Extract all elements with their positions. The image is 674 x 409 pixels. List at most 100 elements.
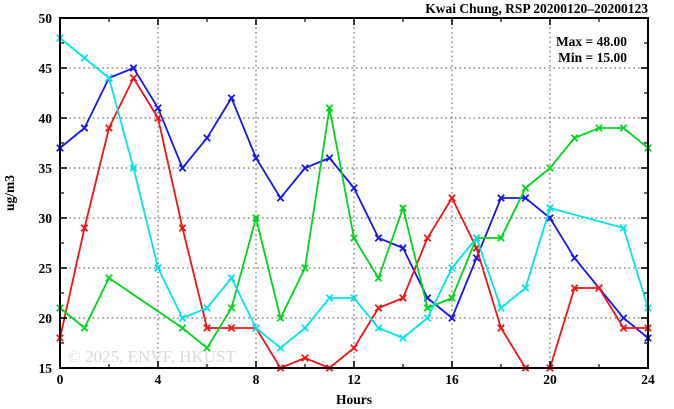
station-series-blue-marker-core: [548, 216, 552, 220]
station-series-red-marker-core: [573, 286, 576, 290]
station-series-green-marker-core: [622, 126, 625, 130]
station-series-green-marker-core: [352, 236, 356, 240]
station-series-cyan-marker-core: [622, 226, 625, 230]
station-series-cyan-marker-core: [230, 276, 233, 280]
station-series-green-marker-core: [499, 236, 503, 240]
station-series-cyan-marker-core: [352, 296, 356, 300]
station-series-green-marker-core: [377, 276, 380, 280]
station-series-blue-marker-core: [524, 196, 527, 200]
station-series-green-marker-core: [401, 206, 405, 210]
station-series-cyan-marker-core: [156, 266, 160, 270]
station-series-green-marker-core: [328, 106, 331, 110]
station-series-cyan-marker-core: [499, 306, 503, 310]
station-series-red-marker-core: [622, 326, 625, 330]
station-series-blue: [56, 64, 652, 342]
station-series-cyan-marker-core: [475, 236, 478, 240]
station-series-blue-marker-core: [303, 166, 307, 170]
grid-layer: [60, 18, 648, 368]
station-series-green-marker-core: [83, 326, 86, 330]
station-series-blue-marker-core: [573, 256, 576, 260]
station-series-blue-marker-core: [475, 256, 478, 260]
station-series-cyan-marker-core: [107, 76, 111, 80]
station-series-cyan-marker-core: [181, 316, 184, 320]
station-series-red-marker-core: [107, 126, 111, 130]
station-series-green-marker-core: [548, 166, 552, 170]
station-series-blue-marker-core: [328, 156, 331, 160]
plot-frame: [59, 17, 649, 369]
station-series-cyan-marker-core: [548, 206, 552, 210]
station-series-green-marker-core: [230, 306, 233, 310]
station-series-green-marker-core: [450, 296, 454, 300]
station-series-cyan-marker-core: [401, 336, 405, 340]
x-tick-label: 4: [155, 372, 162, 387]
station-series-blue-marker-core: [205, 136, 209, 140]
station-series-red-marker-core: [132, 76, 135, 80]
station-series-blue-marker-core: [181, 166, 184, 170]
station-series-blue-marker-core: [230, 96, 233, 100]
y-tick-label: 25: [39, 261, 53, 276]
station-series-cyan-marker-core: [132, 166, 135, 170]
watermark-text: © 2025, ENVF, HKUST: [68, 347, 236, 366]
y-tick-label: 20: [39, 311, 53, 326]
station-series-green-marker-core: [254, 216, 258, 220]
y-tick-label: 40: [39, 111, 53, 126]
y-axis-label: ug/m3: [2, 175, 17, 211]
station-series-green-marker-core: [524, 186, 527, 190]
station-series-red-marker-core: [181, 226, 184, 230]
station-series-cyan-marker-core: [426, 316, 429, 320]
station-series-blue-marker-core: [352, 186, 356, 190]
station-series-red-marker-core: [499, 326, 503, 330]
y-tick-label: 50: [39, 11, 53, 26]
station-series-green-marker-core: [181, 326, 184, 330]
station-series-red-marker-core: [377, 306, 380, 310]
station-series-cyan-marker-core: [328, 296, 331, 300]
station-series-green-marker-core: [573, 136, 576, 140]
station-series-green-marker-core: [279, 316, 282, 320]
station-series-cyan-marker-core: [205, 306, 209, 310]
station-series-red-marker-core: [475, 246, 478, 250]
station-series-cyan-marker-core: [254, 326, 258, 330]
x-axis-label: Hours: [336, 392, 372, 407]
station-series-red-marker-core: [205, 326, 209, 330]
station-series-blue-marker-core: [279, 196, 282, 200]
station-series-red: [56, 74, 652, 372]
station-series-blue-marker-core: [156, 106, 160, 110]
station-series-blue-marker-core: [83, 126, 86, 130]
station-series-blue-marker-core: [132, 66, 135, 70]
station-series-cyan-marker-core: [524, 286, 527, 290]
station-series-red-marker-core: [352, 346, 356, 350]
station-series-cyan-marker-core: [279, 346, 282, 350]
station-series-cyan: [56, 34, 652, 352]
station-series-cyan-marker-core: [303, 326, 307, 330]
chart-title: Kwai Chung, RSP 20200120–20200123: [425, 1, 648, 16]
station-series-blue-marker-core: [499, 196, 503, 200]
station-series-green-marker-core: [205, 346, 209, 350]
x-tick-label: 16: [445, 372, 459, 387]
station-series-blue-marker-core: [254, 156, 258, 160]
stat-min-label: Min = 15.00: [558, 50, 627, 65]
station-series-red-marker-core: [303, 356, 307, 360]
station-series-red-marker-core: [597, 286, 601, 290]
y-tick-label: 45: [39, 61, 53, 76]
station-series-green-marker-core: [426, 306, 429, 310]
station-series-blue-marker-core: [377, 236, 380, 240]
x-tick-label: 12: [347, 372, 361, 387]
x-tick-label: 0: [57, 372, 64, 387]
y-tick-label: 35: [39, 161, 53, 176]
station-series-blue-marker-core: [622, 316, 625, 320]
station-series-red-marker-core: [401, 296, 405, 300]
stat-max-label: Max = 48.00: [556, 34, 627, 49]
station-series-cyan-marker-core: [377, 326, 380, 330]
station-series-green-marker-core: [597, 126, 601, 130]
station-series-red-marker-core: [83, 226, 86, 230]
station-series-cyan-marker-core: [450, 266, 454, 270]
station-series-green-marker-core: [107, 276, 111, 280]
station-series-red-marker-core: [450, 196, 454, 200]
x-tick-label: 24: [641, 372, 655, 387]
x-tick-label: 8: [253, 372, 260, 387]
station-series-blue-marker-core: [401, 246, 405, 250]
y-tick-label: 15: [39, 361, 53, 376]
y-tick-label: 30: [39, 211, 53, 226]
